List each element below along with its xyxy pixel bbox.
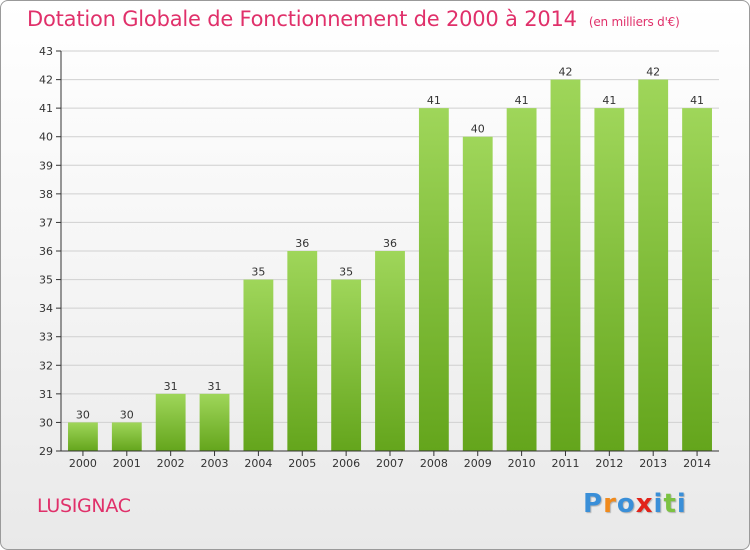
bar-2014	[682, 108, 712, 452]
data-label-2004: 35	[251, 266, 265, 279]
bar-2001	[111, 422, 142, 451]
data-label-2013: 42	[646, 66, 660, 79]
logo-letter: x	[635, 489, 654, 519]
y-tick-label: 32	[39, 359, 53, 372]
chart-title: Dotation Globale de Fonctionnement de 20…	[27, 7, 680, 31]
data-label-2010: 41	[515, 94, 529, 107]
bar-2000	[68, 422, 98, 451]
y-tick-label: 39	[39, 159, 53, 172]
bar-2005	[287, 251, 318, 451]
bars	[68, 79, 712, 452]
bar-2009	[462, 136, 493, 451]
data-label-2011: 42	[558, 66, 572, 79]
y-tick-label: 40	[39, 131, 53, 144]
y-tick-label: 41	[39, 102, 53, 115]
x-tick-label-2009: 2009	[464, 457, 492, 470]
bar-2007	[375, 251, 405, 451]
data-label-2002: 31	[164, 380, 178, 393]
data-label-2003: 31	[208, 380, 222, 393]
bar-2010	[506, 108, 537, 452]
y-tick-label: 43	[39, 45, 53, 58]
data-label-2000: 30	[76, 408, 90, 421]
bar-2013	[638, 79, 669, 452]
x-tick-label-2003: 2003	[201, 457, 229, 470]
data-label-2012: 41	[602, 94, 616, 107]
bar-2006	[331, 279, 362, 451]
logo-letter: o	[616, 489, 636, 519]
bar-2002	[155, 393, 186, 451]
y-tick-label: 36	[39, 245, 53, 258]
commune-name: LUSIGNAC	[37, 495, 131, 517]
bar-2004	[243, 279, 274, 451]
logo-letter: P	[583, 489, 604, 519]
logo-letter: i	[676, 489, 687, 519]
labels: 29 30 31 32 33 34 35 36 37 38 39 40 41 42 43 30 2000 30 20…	[39, 45, 711, 470]
y-tick-label: 38	[39, 188, 53, 201]
x-tick-label-2013: 2013	[639, 457, 667, 470]
x-tick-label-2007: 2007	[376, 457, 404, 470]
y-tick-label: 29	[39, 445, 53, 458]
y-tick-label: 35	[39, 274, 53, 287]
y-tick-label: 37	[39, 216, 53, 229]
y-tick-label: 31	[39, 388, 53, 401]
data-label-2014: 41	[690, 94, 704, 107]
x-tick-label-2006: 2006	[332, 457, 360, 470]
x-tick-label-2005: 2005	[288, 457, 316, 470]
proxiti-logo[interactable]: Proxiti	[583, 489, 687, 519]
chart-subtitle: (en milliers d'€)	[588, 15, 680, 29]
y-tick-label: 34	[39, 302, 53, 315]
data-label-2006: 35	[339, 266, 353, 279]
x-tick-label-2010: 2010	[508, 457, 536, 470]
y-tick-label: 30	[39, 416, 53, 429]
x-tick-label-2001: 2001	[113, 457, 141, 470]
y-tick-label: 33	[39, 331, 53, 344]
x-tick-label-2008: 2008	[420, 457, 448, 470]
y-tick-label: 42	[39, 74, 53, 87]
data-label-2008: 41	[427, 94, 441, 107]
data-label-2007: 36	[383, 237, 397, 250]
logo-letter: i	[653, 489, 664, 519]
x-tick-label-2000: 2000	[69, 457, 97, 470]
logo-letter: r	[603, 489, 617, 519]
data-label-2001: 30	[120, 408, 134, 421]
bar-2012	[594, 108, 625, 452]
bar-2008	[418, 108, 449, 452]
x-tick-label-2004: 2004	[244, 457, 272, 470]
bar-2011	[550, 79, 581, 452]
x-tick-label-2011: 2011	[551, 457, 579, 470]
data-label-2009: 40	[471, 123, 485, 136]
title-text: Dotation Globale de Fonctionnement de 20…	[27, 7, 577, 31]
x-tick-label-2012: 2012	[595, 457, 623, 470]
x-tick-label-2002: 2002	[157, 457, 185, 470]
x-tick-label-2014: 2014	[683, 457, 711, 470]
bar-2003	[199, 393, 230, 451]
logo-letter: t	[663, 489, 677, 519]
data-label-2005: 36	[295, 237, 309, 250]
axes	[56, 50, 719, 456]
